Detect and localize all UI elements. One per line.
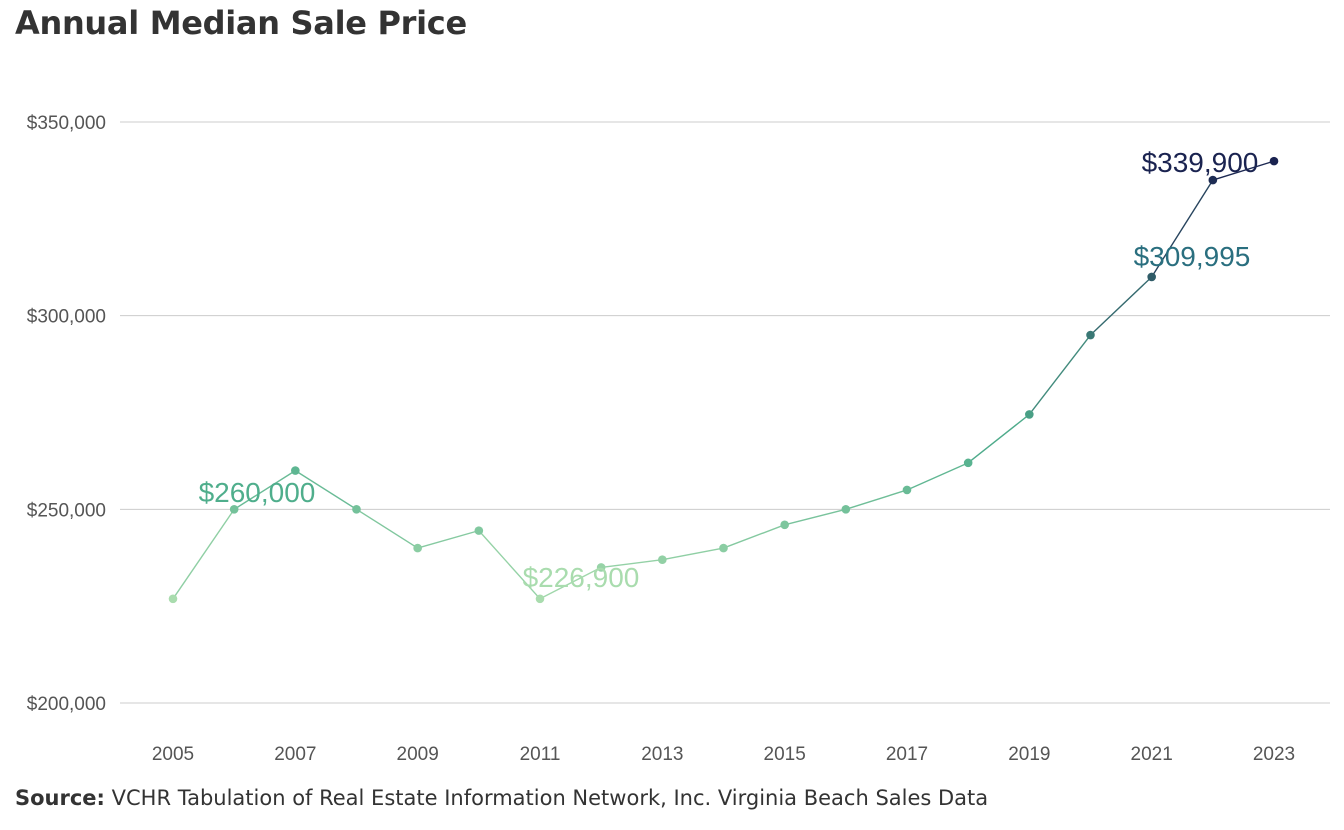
- data-point: [780, 520, 789, 530]
- x-tick-label: 2007: [274, 744, 316, 765]
- line-segment: [1028, 334, 1092, 415]
- data-point: [474, 526, 484, 535]
- data-labels: $260,000 $226,900 $309,995 $339,900: [199, 147, 1259, 593]
- line-segment: [723, 524, 785, 549]
- source-text: VCHR Tabulation of Real Estate Informati…: [111, 786, 989, 810]
- data-label: $309,995: [1134, 241, 1251, 272]
- data-point: [1025, 410, 1034, 419]
- line-segment: [784, 508, 847, 526]
- line-segment: [662, 547, 724, 561]
- y-tick-label: $200,000: [27, 694, 106, 715]
- data-point: [658, 555, 667, 564]
- data-point: [291, 466, 300, 475]
- data-point: [841, 505, 851, 514]
- x-tick-label: 2013: [641, 744, 683, 765]
- data-point: [596, 563, 606, 572]
- data-point: [168, 594, 178, 604]
- x-tick-label: 2015: [764, 744, 806, 765]
- x-axis-ticks: 2005 2007 2009 2011 2013 2015 2017 2019 2021 2023: [152, 744, 1295, 765]
- line-segment: [1212, 160, 1275, 181]
- source-note: Source: VCHR Tabulation of Real Estate I…: [15, 786, 988, 810]
- data-label: $260,000: [199, 477, 316, 508]
- x-tick-label: 2005: [152, 744, 194, 765]
- x-tick-label: 2019: [1008, 744, 1050, 765]
- line-segment: [356, 508, 419, 549]
- data-label: $226,900: [523, 562, 640, 593]
- data-point: [719, 543, 728, 553]
- data-point: [535, 594, 545, 604]
- line-segment: [845, 489, 908, 511]
- line-segment: [1151, 179, 1214, 278]
- line-segment: [906, 462, 969, 491]
- y-tick-label: $350,000: [27, 113, 106, 134]
- x-tick-label: 2009: [397, 744, 439, 765]
- line-segment: [417, 529, 480, 549]
- y-axis-ticks: $200,000 $250,000 $300,000 $350,000: [27, 113, 106, 715]
- data-point: [1147, 272, 1156, 282]
- data-point: [963, 458, 973, 468]
- line-segment: [172, 508, 235, 600]
- source-label: Source:: [15, 786, 105, 810]
- data-point: [1269, 156, 1279, 166]
- line-segment: [967, 413, 1030, 464]
- data-point: [1208, 175, 1218, 185]
- chart-title: Annual Median Sale Price: [15, 4, 467, 42]
- line-segment: [478, 530, 541, 600]
- line-segment: [539, 566, 602, 600]
- series-points: [168, 156, 1279, 604]
- line-segment: [601, 558, 663, 569]
- data-label: $339,900: [1142, 147, 1259, 178]
- y-tick-label: $300,000: [27, 307, 106, 328]
- line-segment: [233, 470, 296, 510]
- x-tick-label: 2017: [886, 744, 928, 765]
- line-segment: [294, 470, 357, 510]
- data-point: [902, 485, 912, 495]
- data-point: [352, 505, 361, 514]
- x-tick-label: 2011: [520, 744, 561, 765]
- y-tick-label: $250,000: [27, 500, 106, 521]
- gridlines: [120, 121, 1330, 704]
- series-line: [172, 160, 1275, 600]
- x-tick-label: 2021: [1131, 744, 1173, 765]
- data-point: [1086, 330, 1095, 340]
- line-segment: [1090, 276, 1153, 336]
- data-point: [413, 543, 422, 553]
- x-tick-label: 2023: [1253, 744, 1295, 765]
- data-point: [229, 505, 239, 514]
